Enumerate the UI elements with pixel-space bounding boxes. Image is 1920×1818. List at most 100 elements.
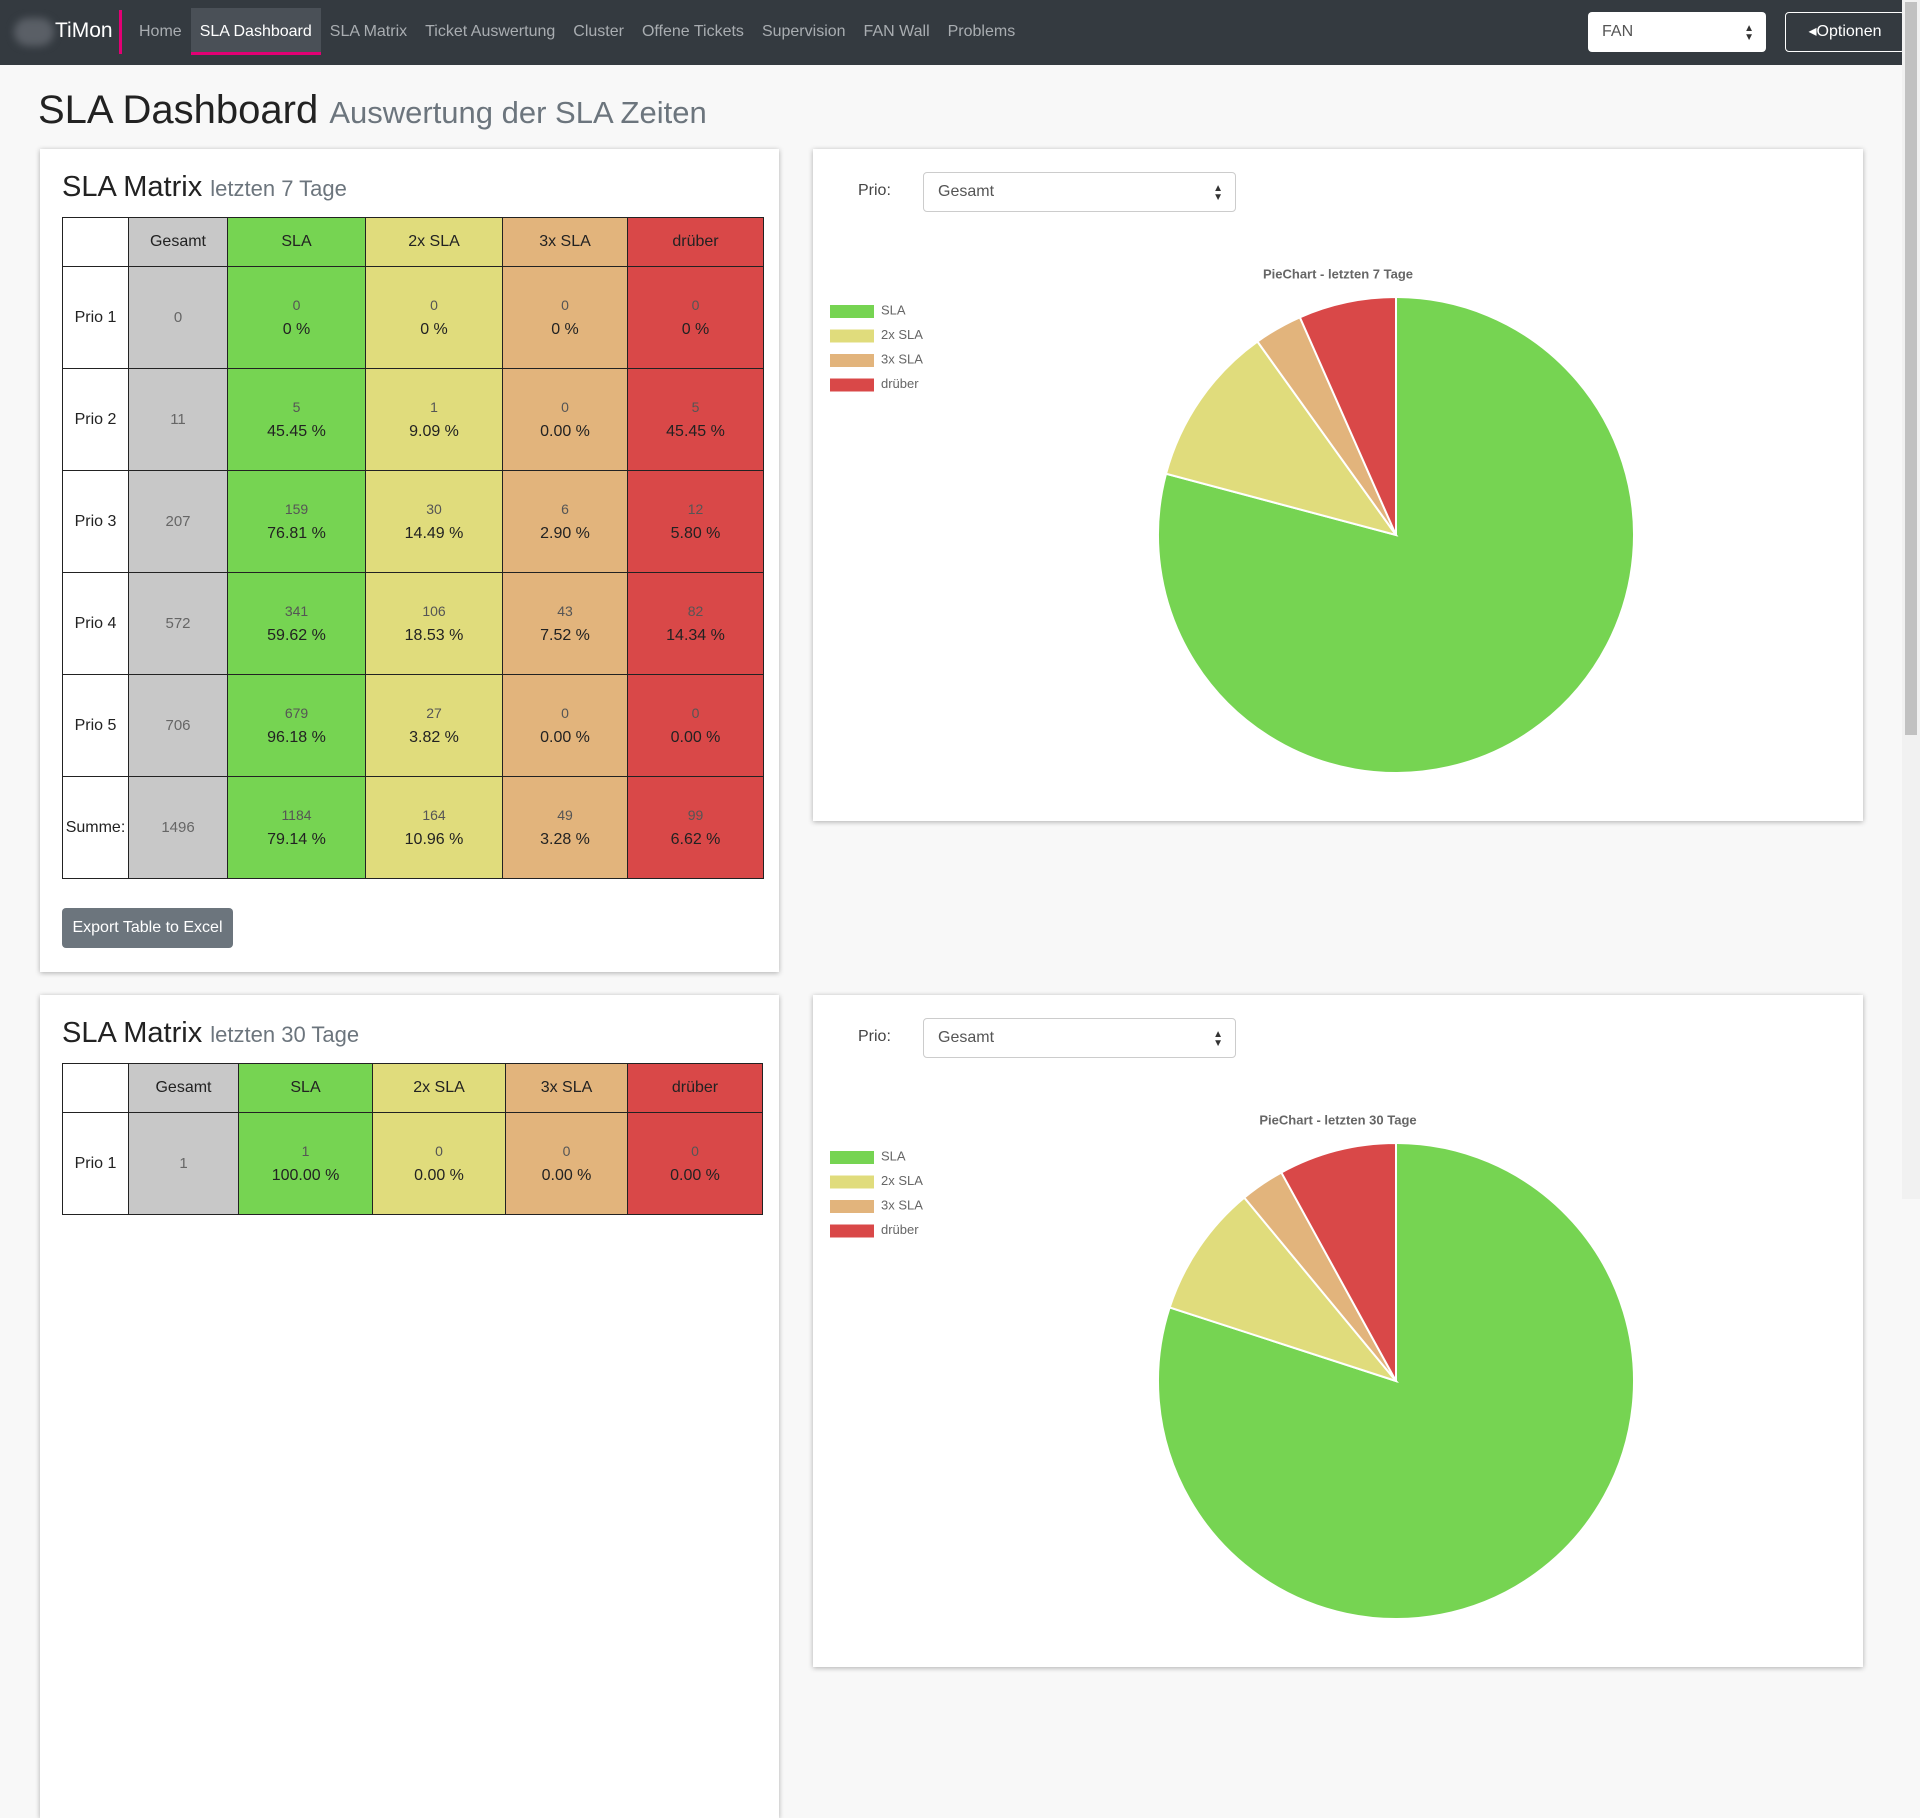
pie-slice	[1164, 340, 1399, 537]
nav-item[interactable]: SLA Dashboard	[190, 8, 321, 55]
export-button[interactable]: Export Table to Excel	[62, 908, 233, 948]
cell-count: 0	[691, 1142, 699, 1159]
cell-percent: 10.96 %	[404, 830, 464, 848]
nav-item[interactable]: Home	[139, 23, 182, 40]
cell-count: 0	[561, 704, 569, 721]
column-header: Gesamt	[128, 1063, 239, 1113]
chart-title: PieChart - letzten 30 Tage	[1259, 1112, 1416, 1127]
cell-percent: 6.62 %	[670, 830, 721, 848]
cell-count: 5	[292, 398, 301, 415]
options-button[interactable]: ◂Optionen	[1785, 12, 1905, 52]
row-label: Prio 4	[62, 572, 129, 675]
column-header: SLA	[227, 217, 366, 267]
brand[interactable]: TiMon	[55, 19, 113, 42]
column-header: 3x SLA	[502, 217, 628, 267]
cell-percent: 18.53 %	[404, 626, 464, 644]
cell-percent: 7.52 %	[540, 626, 590, 644]
cell-percent: 0.00 %	[670, 728, 721, 746]
cell-percent: 0.00 %	[670, 1166, 720, 1184]
page-title: SLA Dashboard Auswertung der SLA Zeiten	[38, 88, 707, 133]
nav-item[interactable]: SLA Matrix	[329, 23, 408, 40]
title: SLA Matrix	[62, 1017, 203, 1049]
pie-slice	[1298, 295, 1397, 536]
cell-percent: 0.00 %	[540, 728, 590, 746]
chart-title: PieChart - letzten 7 Tage	[1263, 266, 1413, 281]
nav-item[interactable]: Offene Tickets	[641, 23, 744, 40]
nav-item[interactable]: Supervision	[761, 23, 846, 40]
sla-cell: 5 45.45 %	[227, 368, 366, 471]
cell-percent: 0.00 %	[541, 1166, 592, 1184]
corner-cell	[62, 1063, 129, 1113]
sla-cell: 49 3.28 %	[502, 776, 628, 879]
total-cell: 1	[128, 1112, 239, 1215]
cell-count: 0	[691, 704, 700, 721]
legend-swatch	[830, 378, 874, 392]
subtitle: letzten 30 Tage	[210, 1022, 360, 1047]
total-cell: 572	[128, 572, 228, 675]
cell-count: 0	[562, 1142, 571, 1159]
select-arrows: ▲ ▼	[1213, 183, 1223, 203]
logo	[14, 18, 54, 46]
sla-cell: 164 10.96 %	[365, 776, 503, 879]
total-cell: 1496	[128, 776, 228, 879]
column-header: 3x SLA	[505, 1063, 628, 1113]
cell-count: 164	[422, 806, 446, 823]
scrollbar-thumb[interactable]	[1905, 2, 1917, 735]
cell-count: 43	[557, 602, 573, 619]
row-label: Summe:	[62, 776, 129, 879]
sla-cell: 43 7.52 %	[502, 572, 628, 675]
sla-cell: 106 18.53 %	[365, 572, 503, 675]
select-value: Gesamt	[938, 1029, 995, 1046]
select[interactable]: FAN ▲ ▼	[1588, 12, 1766, 52]
cell-count: 679	[284, 704, 309, 721]
sla-cell: 99 6.62 %	[627, 776, 764, 879]
pie-chart: PieChart - letzten 7 Tage SLA 2x SLA 3x SLA…	[830, 266, 1635, 774]
legend-swatch	[830, 1200, 874, 1213]
cell-percent: 14.34 %	[666, 626, 725, 644]
table-row: Prio 2 11 5 45.45 % 1 9.09 % 0 0.00 % 5 45.45 %	[62, 368, 764, 471]
title: SLA Dashboard	[38, 88, 319, 132]
nav-item[interactable]: FAN Wall	[863, 23, 930, 40]
legend-swatch	[830, 329, 874, 343]
sla-cell: 0 0.00 %	[502, 368, 628, 471]
nav-item[interactable]: Problems	[947, 23, 1016, 40]
cell-percent: 96.18 %	[267, 728, 326, 746]
cell-count: 6	[561, 500, 569, 517]
nav-item[interactable]: Ticket Auswertung	[425, 23, 556, 40]
subtitle: Auswertung der SLA Zeiten	[329, 95, 707, 130]
row-label: Prio 1	[62, 266, 129, 369]
nav-items: Home SLA Dashboard SLA Matrix Ticket Auswer…	[130, 8, 1024, 55]
sla-cell: 0 0.00 %	[372, 1112, 506, 1215]
matrix-title: SLA Matrix letzten 7 Tage	[62, 171, 347, 204]
nav-item[interactable]: Cluster	[573, 23, 624, 40]
row-label: Prio 5	[62, 674, 129, 777]
prio-select[interactable]: Gesamt ▲ ▼	[923, 1018, 1236, 1058]
total-cell: 11	[128, 368, 228, 471]
prio-label: Prio:	[858, 1028, 891, 1045]
cell-percent: 3.82 %	[409, 728, 459, 746]
sla-cell: 82 14.34 %	[627, 572, 764, 675]
column-header: 2x SLA	[372, 1063, 506, 1113]
cell-percent: 3.28 %	[540, 830, 590, 848]
cell-count: 0	[430, 296, 438, 313]
cell-percent: 59.62 %	[267, 626, 326, 644]
total-cell: 706	[128, 674, 228, 777]
cell-count: 0	[691, 296, 700, 313]
cell-count: 106	[422, 602, 446, 619]
total-cell: 207	[128, 470, 228, 573]
total-cell: 0	[128, 266, 228, 369]
column-header: 2x SLA	[365, 217, 503, 267]
cell-percent: 14.49 %	[404, 524, 464, 542]
table-row: Prio 4 572 341 59.62 % 106 18.53 % 43 7.52 % 82 1…	[62, 572, 764, 675]
cell-percent: 45.45 %	[267, 422, 326, 440]
matrix-title: SLA Matrix letzten 30 Tage	[62, 1017, 359, 1050]
cell-percent: 0 %	[551, 320, 579, 338]
select-value: Gesamt	[938, 183, 995, 200]
prio-select[interactable]: Gesamt ▲ ▼	[923, 172, 1236, 212]
legend-label: SLA	[881, 302, 906, 317]
sla-cell: 679 96.18 %	[227, 674, 366, 777]
